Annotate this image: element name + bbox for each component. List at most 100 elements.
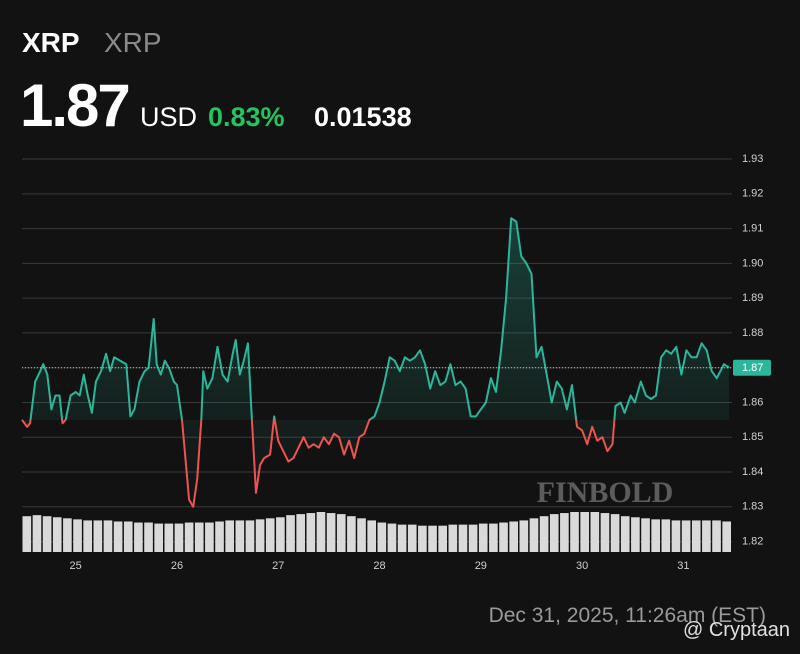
area [22, 218, 729, 507]
volume-bar [184, 522, 194, 552]
volume-bar [428, 525, 437, 552]
volume-bar [539, 516, 549, 552]
volume-bar [296, 514, 305, 552]
volume-bar [712, 520, 721, 552]
volume-bar [336, 514, 346, 552]
volume-bar [387, 523, 397, 552]
volume-bar [580, 512, 589, 552]
timestamp: Dec 31, 2025, 11:26am (EST) [489, 604, 766, 627]
y-tick-label: 1.92 [742, 188, 763, 200]
volume-bar [144, 522, 153, 552]
volume-bar [245, 520, 255, 552]
volume-bar [154, 523, 163, 552]
volume-bar [326, 513, 336, 552]
plot: 1.82 1.83 1.84 1.85 1.86 1.87 1.88 1.89 1.90 1.91… [21, 153, 771, 572]
price-line [21, 217, 730, 508]
x-tick-label: 27 [272, 560, 284, 572]
volume-bar [489, 523, 498, 552]
volume-bar [448, 524, 458, 552]
volume-bar [52, 517, 62, 552]
volume-bar [468, 524, 478, 552]
y-tick-label: 1.83 [742, 501, 763, 513]
volume-bar [265, 518, 275, 552]
volume-bar [32, 515, 42, 552]
volume-bar [600, 513, 610, 552]
volume-bar [641, 518, 650, 552]
x-tick-label: 25 [70, 560, 82, 572]
volume-bar [103, 520, 113, 552]
y-tick-label: 1.84 [742, 466, 763, 478]
y-tick-label: 1.85 [742, 431, 763, 443]
asset-name: XRP [104, 27, 162, 58]
y-tick-label: 1.86 [742, 396, 763, 408]
volume-bar [235, 520, 245, 552]
volume-bar [478, 523, 488, 552]
volume-bar [123, 521, 133, 552]
watermark: FINBOLD [537, 476, 674, 509]
volume-bar [661, 519, 671, 552]
volume-bar [702, 520, 711, 552]
volume-bar [570, 512, 579, 552]
symbol: XRP [22, 27, 80, 58]
volume-bar [134, 522, 143, 552]
volume-bar [306, 513, 316, 552]
change-percent: 0.83% [208, 102, 285, 132]
price: 1.87 [20, 72, 129, 139]
volume-bar [367, 520, 376, 552]
volume-bar [549, 514, 559, 552]
volume-bar [205, 522, 214, 552]
volume-bar [42, 516, 52, 552]
volume-bar [681, 520, 691, 552]
volume-bar [93, 520, 103, 552]
volume-bar [215, 521, 224, 552]
volume-bar [73, 519, 82, 552]
volume-bar [691, 520, 701, 552]
y-tick-label: 1.90 [742, 257, 763, 269]
volume-bar [347, 516, 356, 552]
change: 0.01538 [314, 102, 412, 132]
volume-bar [286, 515, 295, 552]
volume-bar [651, 519, 660, 552]
volume-bar [499, 522, 508, 552]
last-price-label: 1.87 [742, 362, 763, 374]
x-tick-label: 29 [475, 560, 487, 572]
volume-bar [164, 523, 174, 552]
volume-bar [560, 513, 569, 552]
volume-bar [63, 518, 72, 552]
currency: USD [140, 102, 197, 132]
y-tick-label: 1.93 [742, 153, 763, 165]
volume-bar [225, 520, 234, 552]
volume-bar [276, 517, 285, 552]
volume-bar [113, 521, 123, 552]
volume-bar [519, 520, 529, 552]
last-price-tag [733, 359, 771, 376]
volume-bar [83, 520, 92, 552]
volume-bar [610, 514, 620, 552]
credit: @ Cryptaan [683, 619, 790, 641]
volume-bar [174, 523, 184, 552]
volume-bar [458, 524, 468, 552]
volume-bar [194, 522, 204, 552]
volume-bar [509, 521, 518, 552]
volume-bar [407, 524, 417, 552]
y-tick-label: 1.89 [742, 292, 763, 304]
volume-bar [620, 516, 630, 552]
volume-bar [722, 521, 731, 552]
volume-bar [590, 512, 600, 552]
y-tick-label: 1.88 [742, 327, 763, 339]
x-tick-label: 30 [576, 560, 588, 572]
volume-bar [631, 517, 640, 552]
volume-bar [418, 525, 427, 552]
x-tick-label: 28 [373, 560, 385, 572]
volume-bar [255, 519, 265, 552]
volume-bar [438, 525, 447, 552]
y-tick-label: 1.82 [742, 535, 763, 547]
volume-bar [671, 520, 681, 552]
volume-bar [529, 518, 539, 552]
volume-bar [357, 518, 366, 552]
volume-bar [22, 516, 32, 552]
volume-bar [397, 524, 407, 552]
x-tick-label: 31 [677, 560, 689, 572]
y-tick-label: 1.91 [742, 222, 763, 234]
